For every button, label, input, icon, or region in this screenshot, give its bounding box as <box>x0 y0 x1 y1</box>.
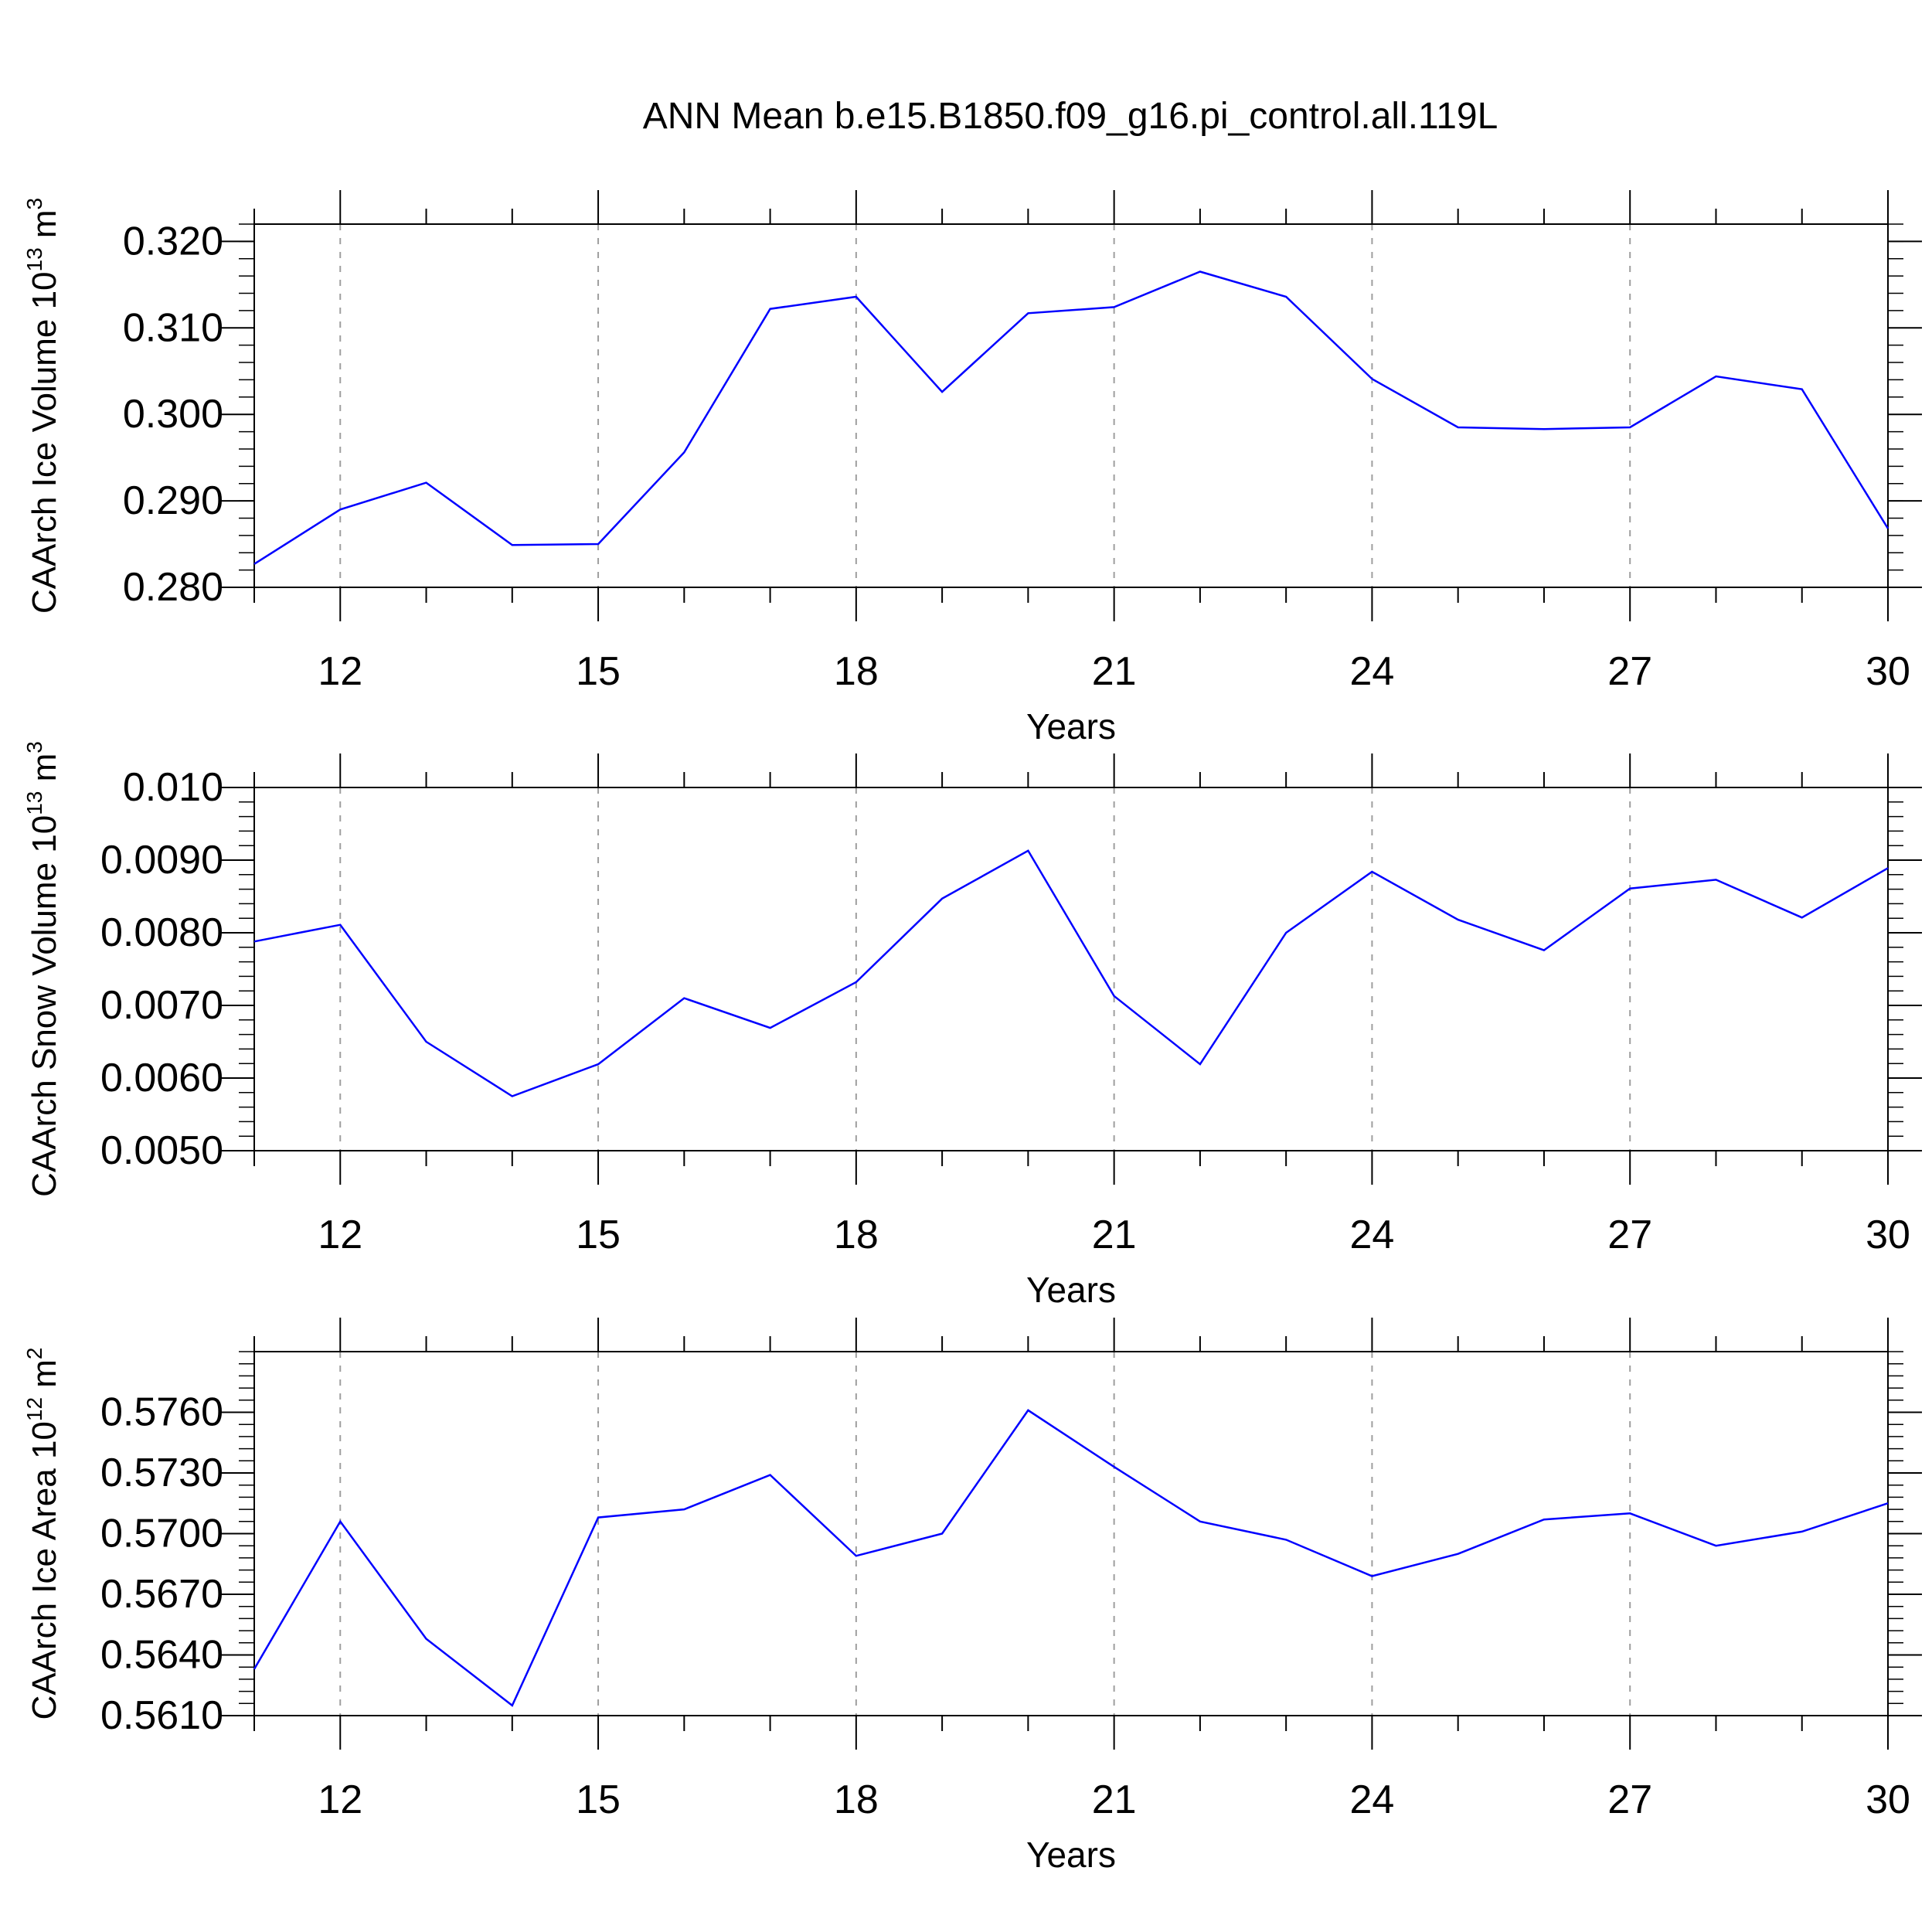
series-line <box>253 270 1889 565</box>
x-tick-label: 27 <box>1607 1777 1652 1822</box>
x-tick-label: 30 <box>1866 1777 1910 1822</box>
x-tick-label: 18 <box>834 649 879 694</box>
x-tick-label: 18 <box>834 1777 879 1822</box>
series-line <box>253 1409 1889 1707</box>
y-axis-label: CAArch Ice Area 1012 m2 <box>22 1347 63 1719</box>
y-tick-label: 0.5670 <box>100 1572 223 1617</box>
y-tick-label: 0.320 <box>123 219 223 264</box>
y-axis-label: CAArch Snow Volume 1013 m3 <box>22 741 63 1197</box>
x-tick-label: 30 <box>1866 649 1910 694</box>
y-axis-label: CAArch Ice Volume 1013 m3 <box>22 198 63 614</box>
x-axis-label: Years <box>1026 706 1116 747</box>
y-tick-label: 0.280 <box>123 565 223 610</box>
y-label-part: CAArch Ice Area 10 <box>26 1421 63 1719</box>
y-tick-label: 0.0090 <box>100 838 223 883</box>
plot-frame <box>253 1351 1889 1716</box>
x-tick-label: 21 <box>1092 1213 1137 1257</box>
x-tick-label: 15 <box>576 1777 621 1822</box>
y-tick-label: 0.5700 <box>100 1512 223 1556</box>
x-tick-label: 30 <box>1866 1213 1910 1257</box>
y-tick-label: 0.0050 <box>100 1128 223 1173</box>
y-label-superscript: 3 <box>22 741 46 753</box>
x-tick-label: 24 <box>1349 1213 1394 1257</box>
y-label-part: m <box>26 1359 63 1397</box>
x-tick-label: 21 <box>1092 1777 1137 1822</box>
x-tick-label: 27 <box>1607 649 1652 694</box>
y-tick-label: 0.010 <box>123 765 223 810</box>
y-tick-label: 0.310 <box>123 305 223 350</box>
chart-panel-1: 0.280 0.290 0.300 0.310 0.320 12 15 18 21 24 27 30 Y… <box>22 190 1922 747</box>
y-label-superscript: 13 <box>22 247 46 271</box>
y-label-superscript: 2 <box>22 1347 46 1359</box>
x-tick-label: 12 <box>318 1213 362 1257</box>
y-label-part: CAArch Snow Volume 10 <box>26 815 63 1197</box>
x-tick-label: 27 <box>1607 1213 1652 1257</box>
y-tick-label: 0.5610 <box>100 1693 223 1738</box>
x-tick-label: 12 <box>318 1777 362 1822</box>
y-label-part: m <box>26 753 63 791</box>
x-tick-label: 15 <box>576 1213 621 1257</box>
series-line <box>253 849 1889 1097</box>
y-label-part: m <box>26 209 63 247</box>
chart-title: ANN Mean b.e15.B1850.f09_g16.pi_control.… <box>643 96 1498 137</box>
y-label-superscript: 12 <box>22 1397 46 1421</box>
x-tick-label: 18 <box>834 1213 879 1257</box>
y-tick-label: 0.5760 <box>100 1390 223 1435</box>
x-tick-label: 12 <box>318 649 362 694</box>
y-label-part: CAArch Ice Volume 10 <box>26 271 63 614</box>
y-tick-label: 0.0080 <box>100 910 223 955</box>
y-tick-label: 0.5730 <box>100 1451 223 1495</box>
x-tick-label: 15 <box>576 649 621 694</box>
y-tick-label: 0.5640 <box>100 1633 223 1678</box>
y-label-superscript: 13 <box>22 791 46 815</box>
y-tick-label: 0.0070 <box>100 983 223 1028</box>
y-tick-label: 0.290 <box>123 478 223 523</box>
y-tick-label: 0.300 <box>123 392 223 437</box>
y-label-superscript: 3 <box>22 198 46 210</box>
chart-panel-3: 0.5610 0.5640 0.5670 0.5700 0.5730 0.5760 12 15… <box>22 1318 1922 1875</box>
x-axis-label: Years <box>1026 1270 1116 1310</box>
x-tick-label: 21 <box>1092 649 1137 694</box>
plot-frame <box>253 787 1889 1151</box>
x-tick-label: 24 <box>1349 1777 1394 1822</box>
y-tick-label: 0.0060 <box>100 1056 223 1100</box>
chart-panel-2: 0.0050 0.0060 0.0070 0.0080 0.0090 0.010 12 15 1… <box>22 741 1922 1310</box>
x-tick-label: 24 <box>1349 649 1394 694</box>
plot-frame <box>253 223 1889 588</box>
x-axis-label: Years <box>1026 1835 1116 1875</box>
